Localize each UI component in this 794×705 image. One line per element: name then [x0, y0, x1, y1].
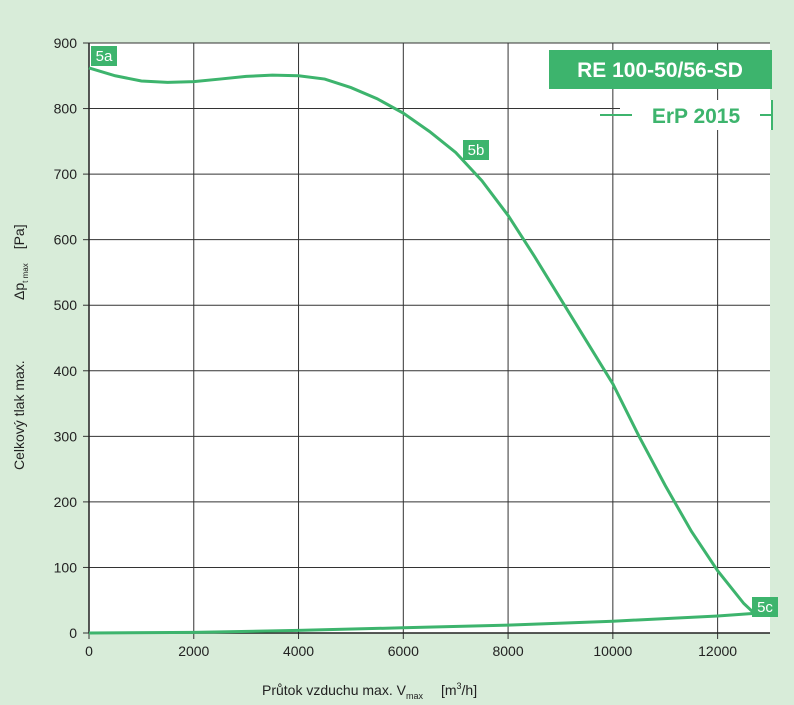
- y-tick-label: 700: [54, 166, 78, 182]
- annotation-box: [463, 140, 489, 160]
- plot-area: [89, 43, 770, 633]
- annotation: 5b: [468, 142, 485, 159]
- x-tick-label: 8000: [492, 643, 523, 659]
- y-tick-label: 600: [54, 232, 78, 248]
- y-tick-label: 800: [54, 101, 78, 117]
- x-tick-label: 2000: [178, 643, 209, 659]
- x-axis-label: Průtok vzduchu max. Vmax [m3/h]: [262, 681, 477, 701]
- x-tick-label: 12000: [698, 643, 737, 659]
- title-box: [549, 50, 772, 89]
- x-tick-label: 0: [85, 643, 93, 659]
- chart-title: RE 100-50/56-SD: [577, 59, 743, 82]
- y-axis-label: Δpt max [Pa]: [11, 224, 30, 300]
- x-label-sub: max: [406, 691, 424, 701]
- y-tick-label: 0: [69, 625, 77, 641]
- y-tick-label: 500: [54, 297, 78, 313]
- y-tick-label: 900: [54, 35, 78, 51]
- x-tick-label: 4000: [283, 643, 314, 659]
- x-label-unit: [m: [441, 682, 457, 698]
- x-label-text: Průtok vzduchu max. V: [262, 682, 407, 698]
- y-tick-label: 300: [54, 428, 78, 444]
- x-label-unit: /h]: [462, 682, 478, 698]
- annotation-box: [91, 46, 117, 66]
- annotation: 5c: [757, 599, 773, 616]
- y-label-unit: [Pa]: [11, 224, 27, 249]
- y-tick-label: 200: [54, 494, 78, 510]
- chart-subtitle: ErP 2015: [652, 105, 741, 128]
- x-label-sup: 3: [457, 681, 462, 691]
- subtitle-bg: [620, 100, 772, 130]
- y-label-symbol: Δp: [11, 283, 27, 300]
- y-tick-label: 400: [54, 363, 78, 379]
- y-label-sub: t max: [21, 263, 30, 283]
- annotation-box: [752, 597, 778, 617]
- y-tick-label: 100: [54, 559, 78, 575]
- x-tick-label: 10000: [593, 643, 632, 659]
- x-tick-label: 6000: [388, 643, 419, 659]
- annotation: 5a: [96, 48, 113, 65]
- curve: [88, 66, 756, 615]
- y-axis-label: Celkový tlak max.: [11, 360, 27, 470]
- curve: [88, 611, 755, 635]
